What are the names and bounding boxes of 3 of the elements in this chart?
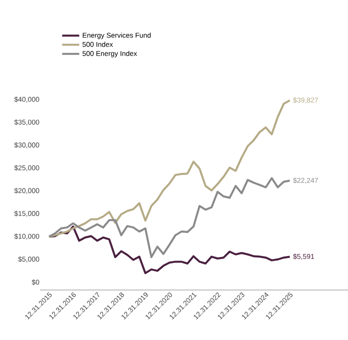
line-series: [48, 226, 291, 274]
line-series: [48, 177, 291, 258]
line-series: [48, 99, 291, 238]
